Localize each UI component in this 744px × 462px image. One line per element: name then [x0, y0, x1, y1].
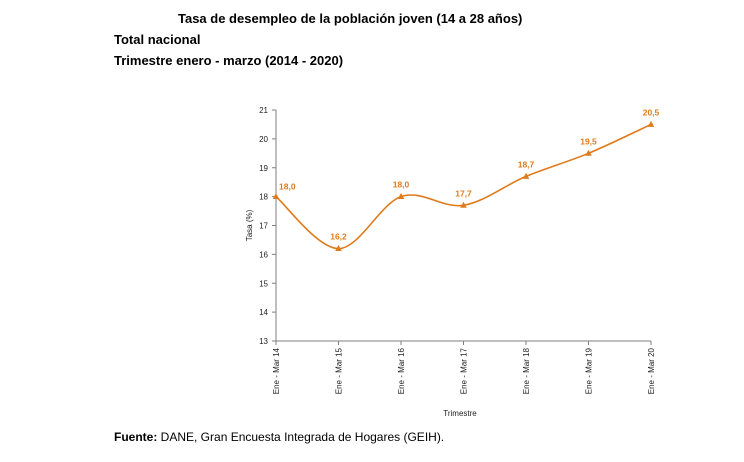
- data-point-marker: [647, 120, 655, 127]
- source-note: Fuente: DANE, Gran Encuesta Integrada de…: [114, 430, 444, 444]
- chart-axes: [272, 109, 652, 345]
- data-labels: 18,0 16,2 18,0 17,7 18,7 19,5 20,5: [279, 107, 660, 241]
- x-tick-label: Ene - Mar 15: [335, 347, 344, 394]
- y-tick-label: 19: [259, 164, 268, 173]
- chart-title: Tasa de desempleo de la población joven …: [178, 11, 523, 26]
- x-tick-label: Ene - Mar 19: [585, 347, 594, 394]
- x-tick-label: Ene - Mar 18: [522, 347, 531, 394]
- y-tick-label: 17: [259, 222, 268, 231]
- data-label: 18,0: [279, 182, 296, 192]
- data-point-marker: [272, 193, 280, 200]
- data-point-marker: [522, 172, 530, 179]
- data-point-marker: [585, 149, 592, 156]
- y-tick-label: 14: [259, 308, 268, 317]
- data-label: 19,5: [580, 136, 597, 146]
- data-point-marker: [335, 245, 342, 251]
- y-tick-label: 20: [259, 135, 268, 144]
- data-label: 18,0: [393, 180, 410, 190]
- y-tick-label: 15: [259, 279, 268, 288]
- data-label: 20,5: [643, 107, 660, 117]
- x-tick-labels: Ene - Mar 14 Ene - Mar 15 Ene - Mar 16 Ene …: [272, 347, 656, 394]
- data-point-marker: [397, 193, 405, 200]
- y-tick-label: 13: [259, 337, 268, 346]
- x-tick-label: Ene - Mar 16: [397, 347, 406, 394]
- x-tick-label: Ene - Mar 20: [647, 347, 656, 394]
- x-axis-label: Trimestre: [443, 409, 477, 418]
- data-label: 16,2: [330, 232, 347, 242]
- y-axis-label: Tasa (%): [245, 209, 254, 241]
- source-text: DANE, Gran Encuesta Integrada de Hogares…: [157, 430, 445, 444]
- chart-subtitle-scope: Total nacional: [114, 32, 201, 47]
- source-label: Fuente:: [114, 430, 158, 444]
- data-label: 17,7: [455, 188, 472, 198]
- y-tick-label: 16: [259, 250, 268, 259]
- y-tick-labels: 13 14 15 16 17 18 19 20 21: [259, 106, 268, 346]
- y-tick-label: 21: [259, 106, 268, 115]
- y-tick-label: 18: [259, 193, 268, 202]
- data-label: 18,7: [518, 159, 535, 169]
- chart-subtitle-period: Trimestre enero - marzo (2014 - 2020): [114, 53, 344, 68]
- data-point-marker: [460, 201, 467, 208]
- x-tick-label: Ene - Mar 14: [272, 347, 281, 394]
- series-markers: [272, 120, 655, 251]
- x-tick-label: Ene - Mar 17: [460, 347, 469, 394]
